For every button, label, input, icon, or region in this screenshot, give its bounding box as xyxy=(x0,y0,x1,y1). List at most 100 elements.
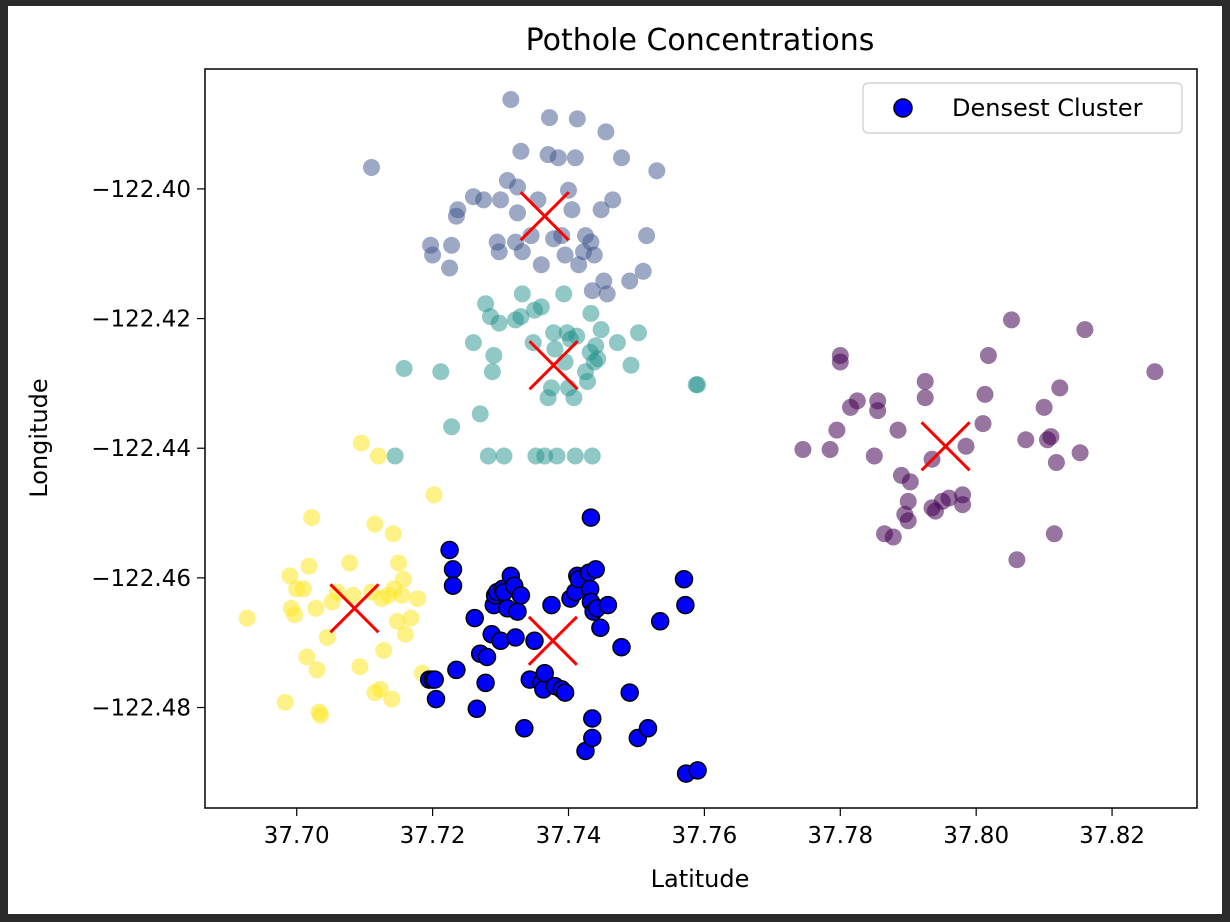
plot-area xyxy=(238,91,1164,783)
y-tick-label: −122.46 xyxy=(91,566,191,592)
data-point xyxy=(582,233,600,251)
data-point xyxy=(286,606,304,624)
data-point xyxy=(595,272,613,290)
data-point xyxy=(447,660,466,680)
data-point xyxy=(592,321,610,339)
series-2 xyxy=(363,91,666,303)
data-point xyxy=(432,363,450,381)
data-point xyxy=(630,324,647,342)
data-point xyxy=(583,282,601,300)
data-point xyxy=(396,625,414,643)
data-point xyxy=(475,191,493,209)
data-point xyxy=(579,373,596,390)
data-point xyxy=(1017,431,1035,449)
data-point xyxy=(613,149,630,167)
data-point xyxy=(276,693,294,711)
data-point xyxy=(954,496,972,514)
data-point xyxy=(511,586,531,605)
x-tick-label: 37.82 xyxy=(1079,823,1145,849)
data-point xyxy=(443,418,461,436)
data-point xyxy=(424,246,442,264)
chart-title: Pothole Concentrations xyxy=(526,23,875,58)
centroid-stroke xyxy=(528,340,579,391)
legend: Densest Cluster xyxy=(862,82,1183,134)
centroid-stroke xyxy=(920,421,971,472)
data-point xyxy=(536,447,554,465)
data-point xyxy=(495,447,513,465)
y-tick-label: −122.40 xyxy=(91,177,191,203)
data-point xyxy=(674,569,694,589)
data-point xyxy=(386,447,404,465)
data-point xyxy=(545,324,563,342)
data-point xyxy=(529,191,547,209)
data-point xyxy=(899,492,917,510)
data-point xyxy=(1071,444,1089,462)
x-tick-label: 37.76 xyxy=(671,823,737,849)
centroid-marker xyxy=(329,583,380,634)
data-point xyxy=(425,486,443,504)
data-point xyxy=(476,673,495,693)
series-4 xyxy=(238,434,443,724)
data-point xyxy=(592,201,610,219)
data-point xyxy=(303,509,321,527)
data-point xyxy=(1047,454,1065,471)
data-point xyxy=(612,637,631,657)
data-point xyxy=(585,246,603,264)
data-point xyxy=(525,631,544,651)
centroid-marker xyxy=(920,421,971,472)
x-tick-label: 37.80 xyxy=(943,823,1009,849)
x-tick-label: 37.74 xyxy=(536,823,602,849)
data-point xyxy=(490,314,508,332)
data-point xyxy=(471,405,489,423)
data-point xyxy=(556,246,574,264)
y-tick-label: −122.44 xyxy=(91,436,191,462)
data-point xyxy=(916,373,934,390)
data-point xyxy=(402,609,420,627)
data-point xyxy=(443,236,461,254)
data-point xyxy=(492,191,510,209)
data-point xyxy=(477,295,495,313)
data-point xyxy=(344,586,362,604)
data-point xyxy=(556,353,574,371)
data-point xyxy=(467,699,487,719)
data-point xyxy=(565,389,583,407)
data-point xyxy=(1008,551,1026,569)
data-point xyxy=(604,191,622,209)
data-point xyxy=(560,181,577,199)
data-point xyxy=(513,243,531,261)
data-point xyxy=(506,628,525,647)
data-point xyxy=(650,612,670,631)
data-point xyxy=(394,570,412,588)
data-point xyxy=(363,159,380,176)
data-point xyxy=(477,647,497,667)
legend-marker xyxy=(893,98,913,118)
data-point xyxy=(393,586,411,604)
data-point xyxy=(583,728,602,748)
x-tick-label: 37.70 xyxy=(264,823,330,849)
centroid-stroke xyxy=(527,615,578,666)
data-point xyxy=(308,661,326,679)
data-point xyxy=(281,567,299,585)
data-point xyxy=(865,447,883,465)
data-point xyxy=(524,334,542,352)
data-point xyxy=(638,227,656,245)
data-point xyxy=(570,256,588,274)
data-point xyxy=(899,512,917,530)
data-point xyxy=(443,576,463,595)
centroid-stroke xyxy=(329,583,380,634)
data-point xyxy=(522,227,540,245)
data-point xyxy=(566,149,584,167)
data-point xyxy=(621,272,639,290)
data-point xyxy=(449,201,467,219)
data-point xyxy=(307,599,325,617)
data-point xyxy=(638,719,658,738)
data-point xyxy=(383,690,401,708)
axes: 37.70 37.72 37.74 37.76 37.78 37.80 37.82 −122.… xyxy=(91,177,1145,849)
data-point xyxy=(794,441,812,458)
data-point xyxy=(548,447,566,465)
data-point xyxy=(555,683,575,702)
data-point xyxy=(1146,363,1164,381)
centroid-marker xyxy=(528,340,579,391)
series-5 xyxy=(419,508,707,783)
data-point xyxy=(535,663,554,683)
